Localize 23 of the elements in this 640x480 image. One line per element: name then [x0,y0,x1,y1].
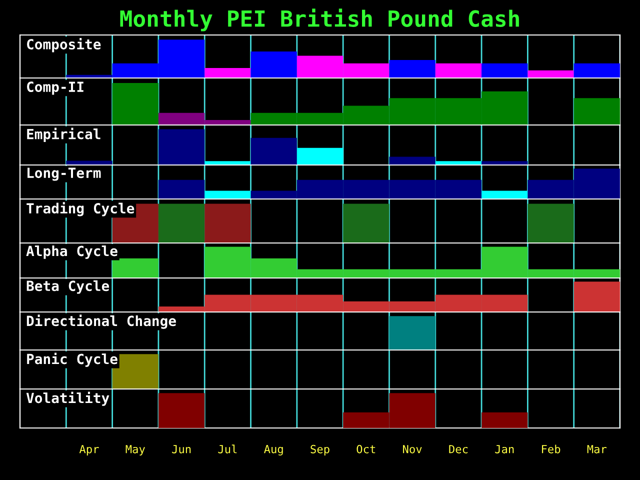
x-tick-label: Aug [264,444,283,456]
x-tick-label: Jul [218,444,237,454]
chart-subtitle: Empirical [27,128,100,142]
x-tick-label: Nov [403,445,422,454]
x-tick-label: Dec [449,445,468,454]
chart-subtitle: Directional Change [26,314,176,329]
chart-subtitle: Comp-II [27,82,84,95]
chart-subtitle: Volatility [26,392,110,406]
chart-subtitle: Alpha Cycle [26,245,118,259]
chart-subtitle: Beta Cycle [26,280,110,294]
x-tick-label: Jan [495,445,514,454]
chart-title: Monthly PEI British Pound Cash [120,8,519,32]
x-tick-label: Mar [587,445,607,454]
chart-subtitle: Composite [27,38,101,52]
chart-subtitle: Trading Cycle [26,202,134,216]
x-tick-label: May [126,445,145,456]
x-tick-label: Sep [310,444,330,456]
x-tick-label: Feb [542,444,560,454]
x-tick-label: Apr [79,445,99,456]
x-tick-label: Oct [356,444,376,454]
chart-subtitle: Panic Cycle [27,352,118,367]
x-tick-label: Jun [172,445,191,454]
chart-subtitle: Long-Term [28,168,101,181]
